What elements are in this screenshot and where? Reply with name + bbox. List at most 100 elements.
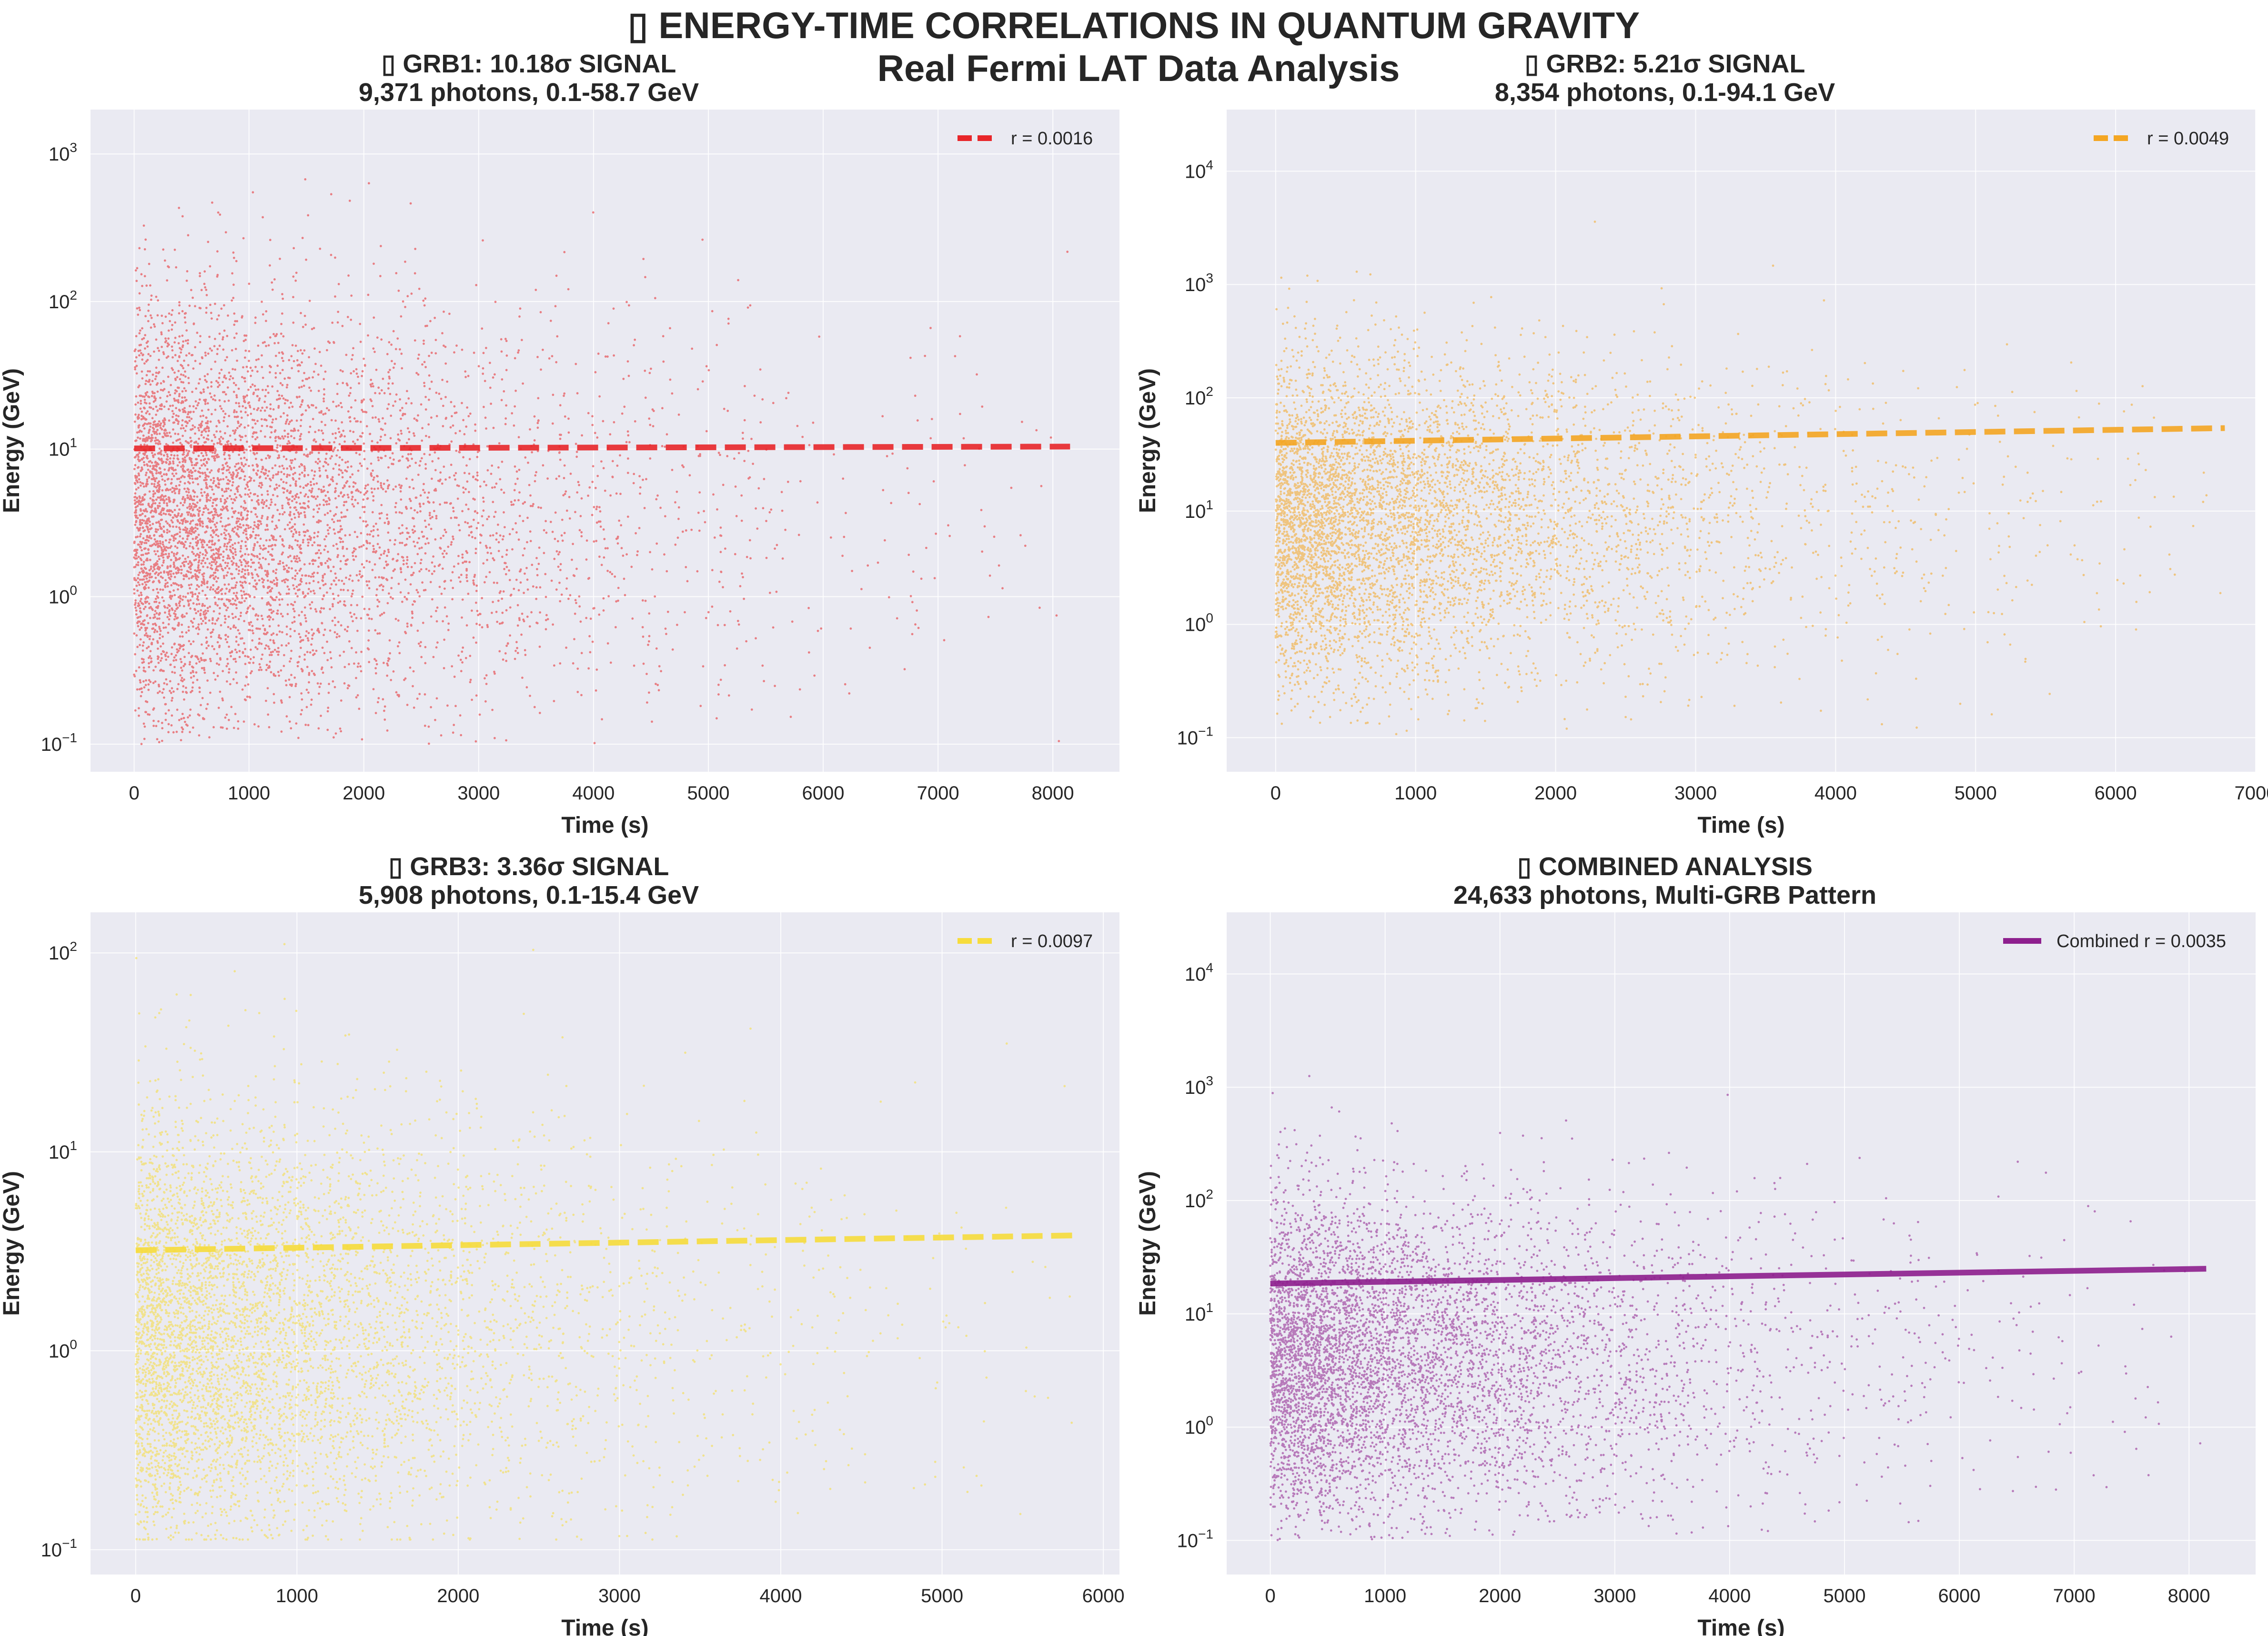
data-point [151,627,153,630]
data-point [143,224,145,227]
data-point [318,549,320,552]
data-point [276,579,279,581]
data-point [476,527,478,529]
data-point [145,684,147,687]
data-point [149,545,151,547]
data-point [240,561,242,564]
data-point [276,444,279,446]
data-point [327,707,329,709]
data-point [484,677,486,679]
data-point [462,556,464,559]
data-point [316,495,319,498]
data-point [212,622,214,625]
data-point [654,596,656,598]
data-point [642,479,644,481]
data-point [237,720,240,723]
data-point [207,427,210,430]
data-point [334,533,336,535]
data-point [209,471,211,474]
data-point [264,558,267,560]
data-point [351,473,353,475]
data-point [276,446,278,449]
data-point [377,701,379,704]
data-point [288,514,291,516]
data-point [702,665,705,667]
data-point [522,554,524,556]
data-point [303,475,306,477]
data-point [329,608,331,610]
data-point [453,351,455,353]
data-point [352,496,354,498]
data-point [145,700,147,703]
data-point [204,458,206,460]
data-point [145,437,148,439]
data-point [428,374,431,377]
data-point [406,704,409,706]
data-point [697,388,699,391]
data-point [209,347,212,350]
data-point [199,569,202,571]
data-point [151,499,154,501]
data-point [168,723,170,726]
data-point [234,368,236,371]
data-point [210,381,212,384]
data-point [299,503,301,505]
data-point [332,433,334,435]
data-point [768,511,771,514]
data-point [379,557,381,560]
data-point [747,306,749,309]
data-point [358,546,361,548]
data-point [145,553,147,555]
data-point [327,512,329,515]
data-point [503,511,505,514]
data-point [249,582,251,585]
data-point [326,349,328,352]
data-point [356,604,358,606]
data-point [234,616,237,618]
data-point [172,690,175,693]
data-point [772,626,775,629]
data-point [265,469,267,472]
data-point [383,483,385,485]
data-point [391,360,393,363]
data-point [221,598,223,600]
data-point [219,333,221,335]
data-point [843,536,845,538]
data-point [322,439,324,441]
data-point [299,551,302,554]
data-point [483,501,485,503]
data-point [423,385,426,387]
data-point [722,484,725,486]
data-point [643,663,645,665]
data-point [211,202,213,204]
data-point [535,586,538,589]
data-point [423,453,425,455]
data-point [157,647,159,650]
data-point [343,651,345,653]
data-point [929,437,932,440]
data-point [200,392,202,394]
data-point [135,509,137,511]
data-point [169,538,171,541]
data-point [247,424,250,427]
data-point [498,650,501,653]
data-point [421,440,423,442]
data-point [303,465,306,468]
data-point [177,520,179,523]
data-point [752,463,754,465]
data-point [187,716,189,718]
data-point [218,707,220,709]
data-point [706,430,708,433]
data-point [178,335,181,338]
data-point [557,553,560,555]
data-point [279,372,282,374]
data-point [500,338,503,341]
data-point [186,538,189,540]
data-point [514,357,516,360]
data-point [239,523,242,525]
data-point [194,360,197,362]
data-point [769,592,771,594]
data-point [145,472,148,474]
data-point [402,455,404,458]
data-point [193,675,195,677]
